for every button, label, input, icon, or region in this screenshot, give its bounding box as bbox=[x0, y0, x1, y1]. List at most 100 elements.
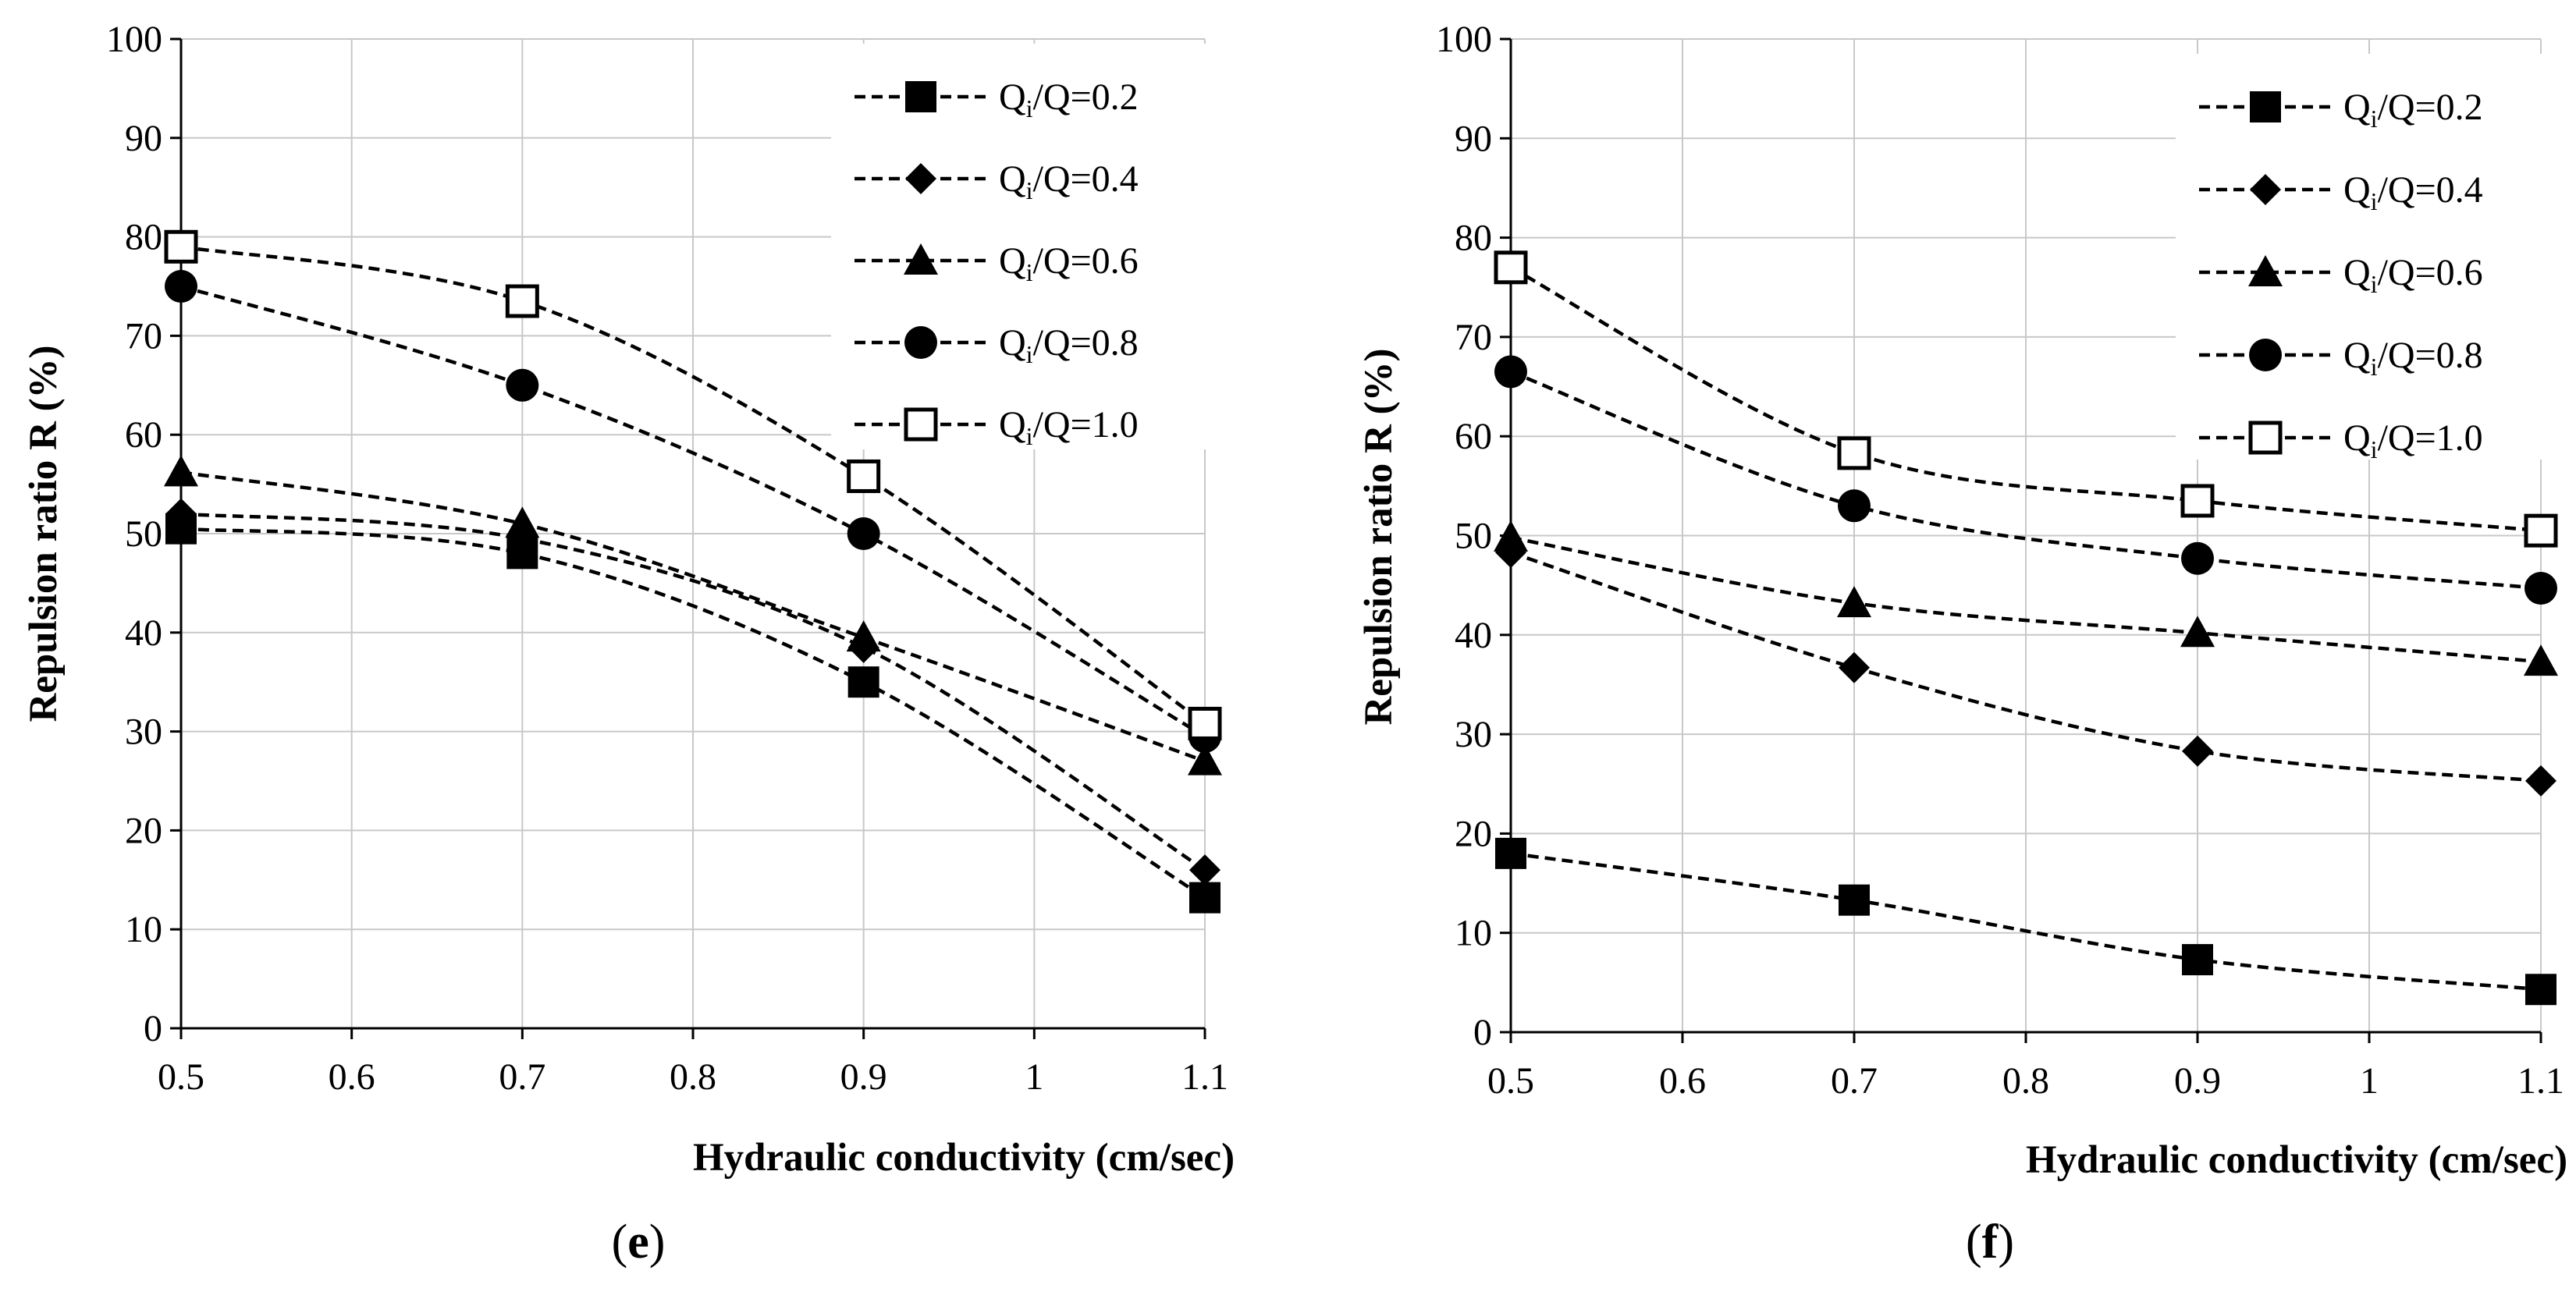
y-tick-label: 0 bbox=[144, 1008, 162, 1049]
x-tick-label: 1.1 bbox=[1181, 1056, 1228, 1098]
legend-label: Qi/Q=1.0 bbox=[999, 404, 1139, 450]
y-tick-label: 20 bbox=[125, 810, 162, 851]
series-line-4 bbox=[1510, 370, 2542, 591]
data-point-marker bbox=[1494, 355, 1527, 389]
data-point-marker bbox=[847, 666, 879, 698]
y-tick-label: 50 bbox=[1455, 516, 1492, 557]
legend-label: Qi/Q=0.8 bbox=[2343, 335, 2483, 381]
legend-label: Qi/Q=1.0 bbox=[2343, 417, 2483, 463]
legend-marker bbox=[905, 81, 936, 112]
y-tick-label: 10 bbox=[125, 909, 162, 950]
data-point-marker bbox=[846, 620, 881, 652]
y-tick-label: 60 bbox=[1455, 416, 1492, 457]
y-tick-label: 80 bbox=[1455, 218, 1492, 259]
legend-label: Qi/Q=0.2 bbox=[2343, 87, 2483, 133]
panel-label: (f) bbox=[1966, 1216, 2014, 1269]
legend-label: Qi/Q=0.4 bbox=[2343, 169, 2483, 215]
series-line-3 bbox=[180, 470, 1206, 763]
legend-background bbox=[831, 44, 1229, 449]
data-point-marker bbox=[164, 455, 198, 487]
data-point-marker bbox=[505, 284, 539, 318]
data-point-marker bbox=[1839, 651, 1870, 683]
data-point-marker bbox=[505, 506, 540, 538]
legend-label: Qi/Q=0.2 bbox=[999, 76, 1139, 122]
y-tick-label: 80 bbox=[125, 217, 162, 258]
data-point-marker bbox=[1839, 884, 1870, 916]
y-tick-label: 90 bbox=[1455, 118, 1492, 159]
data-point-marker bbox=[2180, 484, 2215, 518]
y-tick-label: 10 bbox=[1455, 913, 1492, 954]
chart-panel-e: 0 10 20 30 40 50 60 70 80 90 100 0.5 0.6 0.7 0.8 0.9 1 1.… bbox=[22, 19, 1235, 1269]
data-point-marker bbox=[1837, 436, 1871, 470]
y-tick-label: 30 bbox=[1455, 714, 1492, 755]
legend-marker bbox=[904, 326, 937, 359]
x-tick-label: 0.5 bbox=[1487, 1060, 1534, 1102]
data-point-marker bbox=[1188, 744, 1222, 775]
y-axis-title: Repulsion ratio R (%) bbox=[22, 345, 66, 722]
x-tick-label: 0.8 bbox=[670, 1056, 716, 1098]
legend-marker bbox=[2250, 174, 2281, 205]
series-line-3 bbox=[1510, 535, 2542, 664]
y-tick-label: 100 bbox=[1436, 19, 1492, 60]
data-point-marker bbox=[1188, 706, 1222, 740]
data-point-marker bbox=[2524, 513, 2558, 548]
y-tick-label: 90 bbox=[125, 118, 162, 159]
data-point-marker bbox=[165, 270, 197, 303]
series-line-1 bbox=[1510, 851, 2542, 992]
x-tick-label: 1 bbox=[1025, 1056, 1043, 1098]
legend-marker bbox=[904, 407, 938, 442]
series-line-4 bbox=[180, 284, 1206, 738]
x-tick-label: 1 bbox=[2360, 1060, 2379, 1102]
y-tick-label: 30 bbox=[125, 712, 162, 753]
y-tick-label: 40 bbox=[125, 612, 162, 654]
series-line-2 bbox=[180, 512, 1206, 872]
legend-marker bbox=[904, 243, 938, 275]
legend-marker bbox=[2249, 339, 2282, 371]
legend-marker bbox=[2248, 421, 2283, 455]
data-point-marker bbox=[2182, 735, 2213, 767]
legend-marker bbox=[2250, 91, 2281, 122]
legend: Qi/Q=0.2 Qi/Q=0.4 Qi/Q=0.6 Qi/Q=0.8 Qi/Q=1.0 bbox=[831, 44, 1229, 450]
legend-label: Qi/Q=0.8 bbox=[999, 322, 1139, 368]
panel-label: (e) bbox=[612, 1216, 666, 1269]
y-tick-label: 0 bbox=[1473, 1012, 1492, 1053]
x-tick-label: 0.6 bbox=[1659, 1060, 1706, 1102]
legend-label: Qi/Q=0.6 bbox=[999, 240, 1139, 286]
x-tick-label: 0.8 bbox=[2002, 1060, 2049, 1102]
y-tick-label: 40 bbox=[1455, 615, 1492, 656]
data-point-marker bbox=[2180, 616, 2215, 648]
series-line-5 bbox=[1509, 265, 2542, 533]
legend-background bbox=[2176, 54, 2574, 460]
x-axis-title: Hydraulic conductivity (cm/sec) bbox=[2026, 1138, 2567, 1182]
y-tick-label: 100 bbox=[106, 19, 162, 60]
data-point-marker bbox=[1494, 250, 1528, 285]
y-tick-label: 60 bbox=[125, 414, 162, 456]
data-point-marker bbox=[2524, 571, 2557, 605]
data-point-marker bbox=[164, 229, 198, 264]
legend-marker bbox=[905, 163, 936, 194]
data-point-marker bbox=[1189, 882, 1220, 914]
data-point-marker bbox=[1495, 837, 1526, 869]
x-tick-label: 0.7 bbox=[1831, 1060, 1878, 1102]
legend-label: Qi/Q=0.6 bbox=[2343, 252, 2483, 298]
x-tick-label: 0.9 bbox=[840, 1056, 887, 1098]
data-point-marker bbox=[506, 368, 539, 402]
y-axis-title: Repulsion ratio R (%) bbox=[1357, 348, 1401, 725]
x-tick-label: 0.9 bbox=[2174, 1060, 2221, 1102]
legend: Qi/Q=0.2 Qi/Q=0.4 Qi/Q=0.6 Qi/Q=0.8 Qi/Q=1.0 bbox=[2176, 54, 2574, 463]
data-point-marker bbox=[1838, 489, 1871, 523]
x-tick-label: 0.5 bbox=[158, 1056, 204, 1098]
data-point-marker bbox=[1494, 520, 1528, 552]
x-tick-label: 0.6 bbox=[329, 1056, 375, 1098]
data-point-marker bbox=[2524, 644, 2558, 676]
y-tick-label: 70 bbox=[1455, 317, 1492, 358]
data-point-marker bbox=[2525, 765, 2556, 797]
y-tick-label: 20 bbox=[1455, 813, 1492, 854]
y-tick-label: 50 bbox=[125, 513, 162, 555]
y-tick-label: 70 bbox=[125, 315, 162, 357]
legend-label: Qi/Q=0.4 bbox=[999, 158, 1139, 204]
x-tick-label: 1.1 bbox=[2517, 1060, 2564, 1102]
data-point-marker bbox=[1837, 586, 1871, 618]
data-point-marker bbox=[2182, 944, 2213, 976]
data-point-marker bbox=[1189, 854, 1220, 886]
